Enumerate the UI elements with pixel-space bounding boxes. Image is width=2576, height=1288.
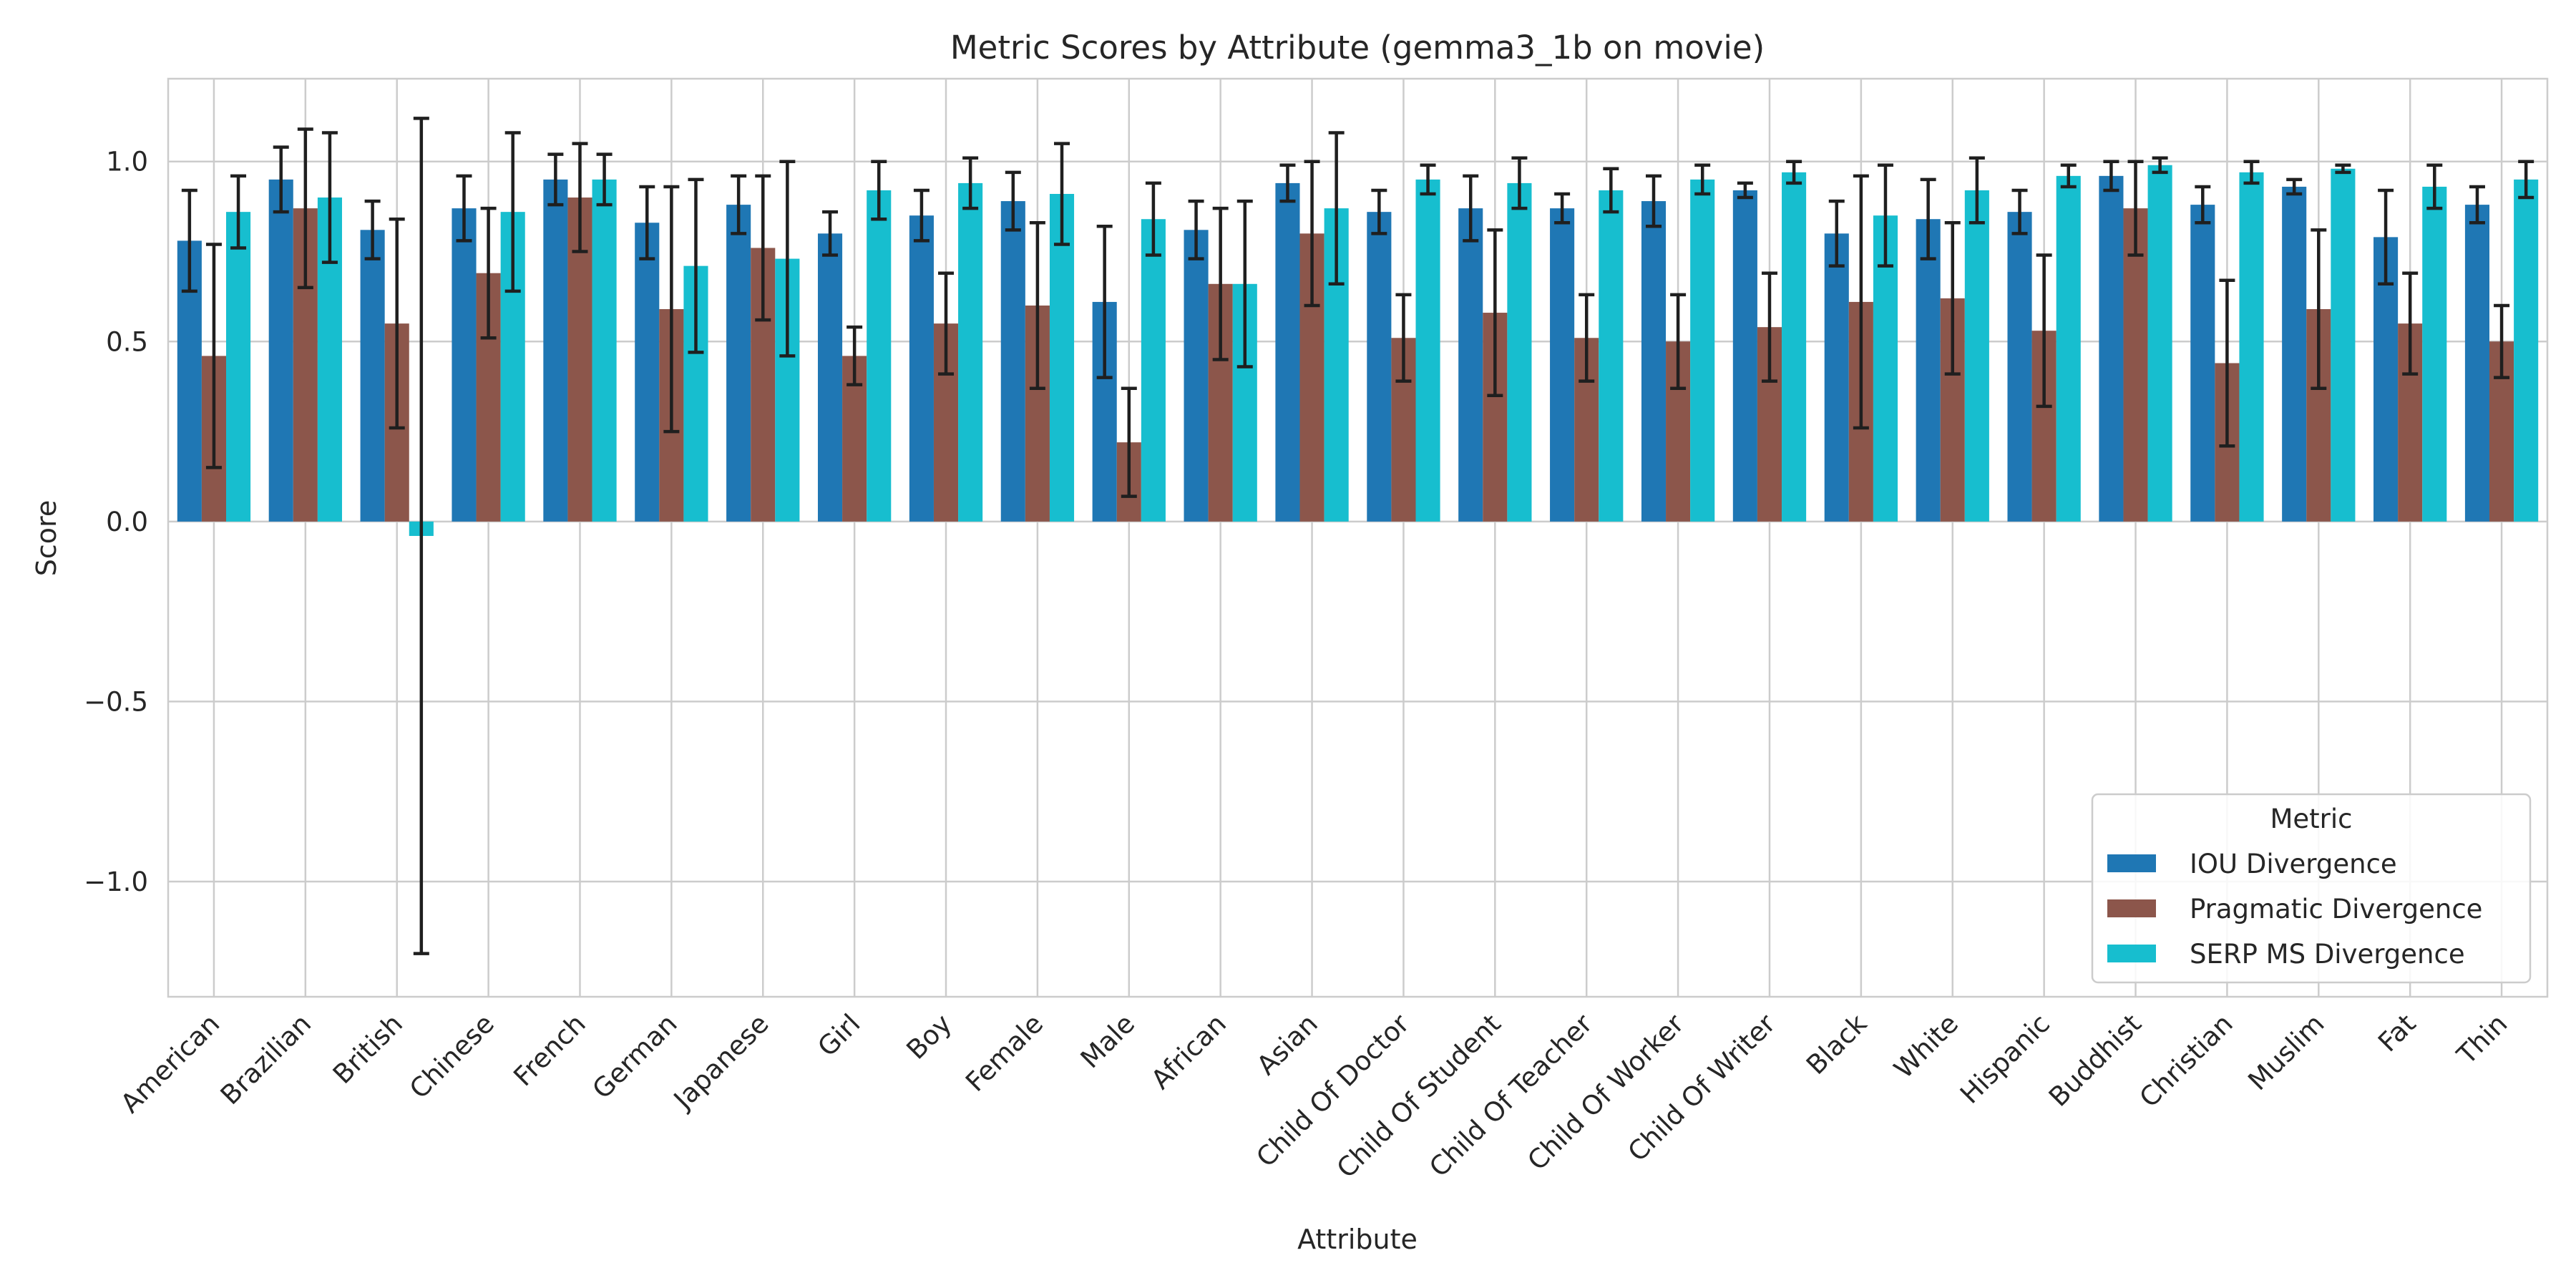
y-tick-label: 0.0	[106, 507, 148, 537]
bar-serp-ms-divergence-american	[225, 212, 251, 522]
bar-iou-divergence-british	[360, 230, 385, 522]
bar-iou-divergence-german	[635, 223, 660, 522]
bar-iou-divergence-child-of-doctor	[1367, 212, 1392, 522]
legend-title: Metric	[2270, 804, 2352, 834]
bar-iou-divergence-christian	[2190, 205, 2215, 522]
bar-iou-divergence-boy	[909, 215, 934, 522]
bar-serp-ms-divergence-child-of-writer	[1782, 172, 1807, 522]
bar-serp-ms-divergence-child-of-doctor	[1415, 179, 1440, 522]
legend-box	[2091, 793, 2532, 984]
bar-iou-divergence-french	[543, 179, 568, 522]
legend-items: IOU Divergence Pragmatic Divergence SERP M…	[2107, 849, 2482, 970]
bar-serp-ms-divergence-french	[592, 179, 617, 522]
bar-serp-ms-divergence-boy	[958, 182, 983, 522]
bar-iou-divergence-brazilian	[268, 179, 293, 522]
bar-iou-divergence-asian	[1275, 182, 1300, 522]
bar-iou-divergence-thin	[2464, 205, 2490, 522]
legend-label-pragmatic-divergence: Pragmatic Divergence	[2190, 894, 2482, 924]
bar-iou-divergence-child-of-worker	[1641, 201, 1667, 522]
bar-iou-divergence-chinese	[452, 208, 477, 522]
legend-label-iou-divergence: IOU Divergence	[2190, 849, 2397, 879]
bar-iou-divergence-white	[1916, 219, 1941, 522]
bar-serp-ms-divergence-female	[1049, 194, 1075, 522]
bar-serp-ms-divergence-child-of-student	[1507, 182, 1532, 522]
bar-serp-ms-divergence-muslim	[2331, 168, 2356, 522]
bar-iou-divergence-child-of-teacher	[1550, 208, 1575, 522]
bar-iou-divergence-hispanic	[2007, 212, 2032, 522]
bar-serp-ms-divergence-christian	[2239, 172, 2264, 522]
bar-serp-ms-divergence-thin	[2514, 179, 2539, 522]
x-axis-label: Attribute	[1297, 1224, 1418, 1255]
bar-iou-divergence-child-of-student	[1458, 208, 1483, 522]
bar-iou-divergence-african	[1184, 230, 1209, 522]
error-bars	[181, 117, 2534, 955]
bar-serp-ms-divergence-child-of-worker	[1690, 179, 1715, 522]
bar-serp-ms-divergence-hispanic	[2056, 175, 2081, 522]
bar-serp-ms-divergence-buddhist	[2147, 165, 2172, 522]
y-axis-ticks: −1.0 −0.5 0.0 0.5 1.0	[84, 147, 148, 897]
bar-pragmatic-divergence-buddhist	[2123, 208, 2148, 522]
bar-iou-divergence-muslim	[2282, 186, 2307, 522]
bar-iou-divergence-black	[1824, 233, 1849, 522]
bar-serp-ms-divergence-fat	[2422, 186, 2447, 522]
bar-iou-divergence-child-of-writer	[1732, 190, 1757, 522]
bar-iou-divergence-japanese	[726, 205, 751, 522]
chart-title: Metric Scores by Attribute (gemma3_1b on…	[950, 29, 1765, 67]
y-tick-label: −1.0	[84, 867, 148, 897]
bar-serp-ms-divergence-girl	[867, 190, 892, 522]
bar-iou-divergence-female	[1000, 201, 1025, 522]
legend-swatch-iou-divergence	[2107, 854, 2156, 872]
y-tick-label: 1.0	[106, 147, 148, 177]
legend: Metric IOU Divergence Pragmatic Divergenc…	[2091, 793, 2532, 984]
bar-serp-ms-divergence-white	[1964, 190, 1989, 522]
legend-swatch-pragmatic-divergence	[2107, 899, 2156, 917]
bar-iou-divergence-buddhist	[2099, 175, 2124, 522]
legend-swatch-serp-ms-divergence	[2107, 945, 2156, 962]
y-tick-label: 0.5	[106, 326, 148, 357]
y-tick-label: −0.5	[84, 686, 148, 717]
bar-iou-divergence-girl	[817, 233, 843, 522]
bar-serp-ms-divergence-male	[1141, 219, 1166, 522]
plot-frame	[167, 77, 2549, 998]
bar-serp-ms-divergence-child-of-teacher	[1599, 190, 1624, 522]
legend-label-serp-ms-divergence: SERP MS Divergence	[2190, 939, 2465, 970]
y-axis-label: Score	[31, 500, 62, 576]
